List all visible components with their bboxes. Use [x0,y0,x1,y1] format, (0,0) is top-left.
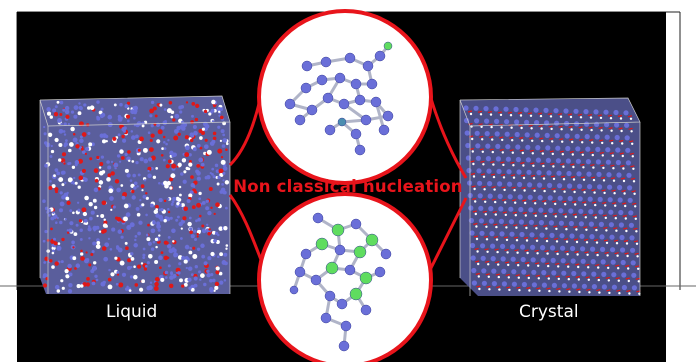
bottom-cluster-circle [257,192,433,362]
liquid-label: Liquid [106,302,158,322]
nucleation-title: Non classical nucleation [233,177,463,196]
crystal-box [459,97,641,296]
crystal-label: Crystal [519,302,579,322]
liquid-box [39,95,231,294]
top-cluster-circle [257,9,433,185]
